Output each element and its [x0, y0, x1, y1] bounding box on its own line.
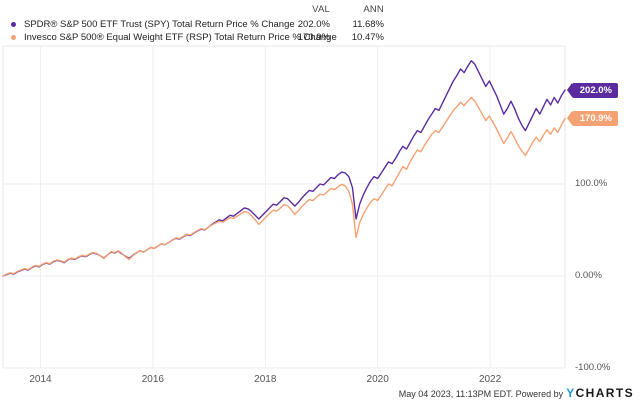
series-lines [2, 60, 566, 277]
x-tick-label-2018: 2018 [254, 374, 277, 385]
legend-annualized-spy: 11.68% [352, 19, 384, 30]
series-line-rsp [2, 96, 566, 277]
legend-bullet-spy [11, 22, 16, 27]
value-flag-notch-rsp [567, 111, 572, 126]
x-tick-label-2014: 2014 [29, 374, 52, 385]
y-tick-label-0: 0.00% [575, 270, 602, 281]
legend-value-spy: 202.0% [297, 19, 330, 30]
legend-label-rsp: Invesco S&P 500® Equal Weight ETF (RSP) … [24, 32, 337, 43]
ycharts-logo: YCHARTS [566, 386, 634, 400]
legend-bullet-rsp [11, 35, 16, 40]
legend-column-headers: VAL ANN [0, 4, 400, 17]
legend-item-spy[interactable]: SPDR® S&P 500 ETF Trust (SPY) Total Retu… [0, 18, 400, 31]
vertical-gridlines [39, 46, 491, 368]
chart-legend: VAL ANN SPDR® S&P 500 ETF Trust (SPY) To… [0, 4, 640, 44]
ycharts-logo-rest: CHARTS [575, 386, 634, 400]
y-tick-label-neg100: -100.0% [575, 362, 611, 373]
value-flag-notch-spy [567, 82, 572, 97]
horizontal-gridlines [3, 183, 565, 369]
ycharts-logo-y: Y [566, 386, 576, 400]
x-tick-label-2022: 2022 [478, 374, 502, 385]
y-tick-label-100: 100.0% [575, 178, 608, 189]
value-flag-spy: 202.0% [567, 82, 618, 98]
legend-header-val: VAL [312, 4, 330, 15]
chart-canvas [2, 45, 566, 369]
legend-annualized-rsp: 10.47% [351, 32, 384, 43]
legend-header-ann: ANN [363, 4, 384, 15]
legend-label-spy: SPDR® S&P 500 ETF Trust (SPY) Total Retu… [24, 19, 295, 30]
legend-value-rsp: 170.9% [297, 32, 330, 43]
footer-credit-text: May 04 2023, 11:13PM EDT. Powered by [398, 389, 564, 399]
legend-item-rsp[interactable]: Invesco S&P 500® Equal Weight ETF (RSP) … [0, 31, 400, 44]
plot-background [2, 45, 566, 369]
value-flag-label-rsp: 170.9% [579, 113, 612, 125]
value-flag-rsp: 170.9% [567, 111, 618, 127]
value-flag-label-spy: 202.0% [579, 84, 612, 96]
chart-plot-area[interactable]: 100.0% 0.00% -100.0% 202.0% 170.9% [0, 44, 640, 374]
chart-footer: May 04 2023, 11:13PM EDT. Powered by YCH… [399, 386, 634, 400]
x-tick-label-2020: 2020 [366, 374, 389, 385]
x-tick-label-2016: 2016 [141, 374, 164, 385]
